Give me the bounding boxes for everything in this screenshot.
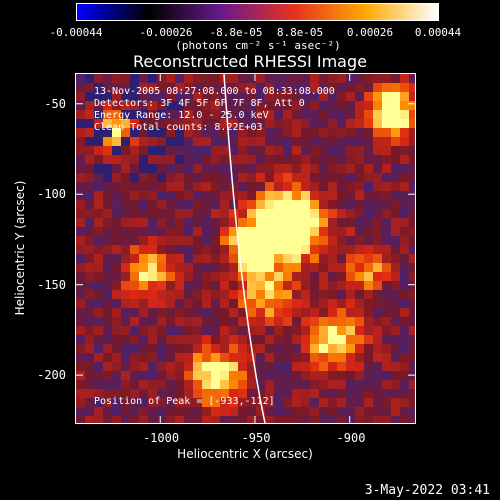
- colorbar-tick: -0.00026: [139, 26, 193, 39]
- plot-title: Reconstructed RHESSI Image: [133, 52, 367, 71]
- colorbar-tick: 0.00026: [346, 26, 394, 39]
- y-tick-label: -150: [37, 278, 66, 292]
- time-range-annotation: 13-Nov-2005 08:27:08.000 to 08:33:08.000: [94, 86, 335, 97]
- y-tick-label: -100: [37, 187, 66, 201]
- solar-limb-line: [223, 74, 266, 423]
- colorbar-tick: -0.00044: [49, 26, 103, 39]
- colorbar-tick: 8.8e-05: [276, 26, 324, 39]
- x-axis-title: Heliocentric X (arcsec): [177, 447, 313, 461]
- peak-position-annotation: Position of Peak = [-933,-112]: [94, 396, 275, 407]
- x-tick-label: -900: [336, 431, 366, 445]
- y-axis-title: Heliocentric Y (arcsec): [13, 180, 27, 316]
- x-tick-label: -1000: [142, 431, 180, 445]
- detectors-annotation: Detectors: 3F 4F 5F 6F 7F 8F, Att 0: [94, 98, 305, 109]
- heatmap-image: [76, 74, 415, 423]
- timestamp: 3-May-2022 03:41: [364, 483, 490, 498]
- colorbar-tick: -8.8e-05: [209, 26, 263, 39]
- x-tick-label: -950: [241, 431, 271, 445]
- clean-annotation: Clean Total counts: 8.22E+03: [94, 122, 263, 133]
- y-tick-label: -200: [37, 368, 66, 382]
- colorbar: [76, 3, 439, 21]
- energy-range-annotation: Energy Range: 12.0 - 25.0 keV: [94, 110, 269, 121]
- image-plot: 13-Nov-2005 08:27:08.000 to 08:33:08.000…: [75, 73, 416, 424]
- y-tick-label: -50: [44, 97, 66, 111]
- colorbar-unit-label: (photons cm⁻² s⁻¹ asec⁻²): [175, 39, 341, 52]
- colorbar-tick: 0.00044: [414, 26, 462, 39]
